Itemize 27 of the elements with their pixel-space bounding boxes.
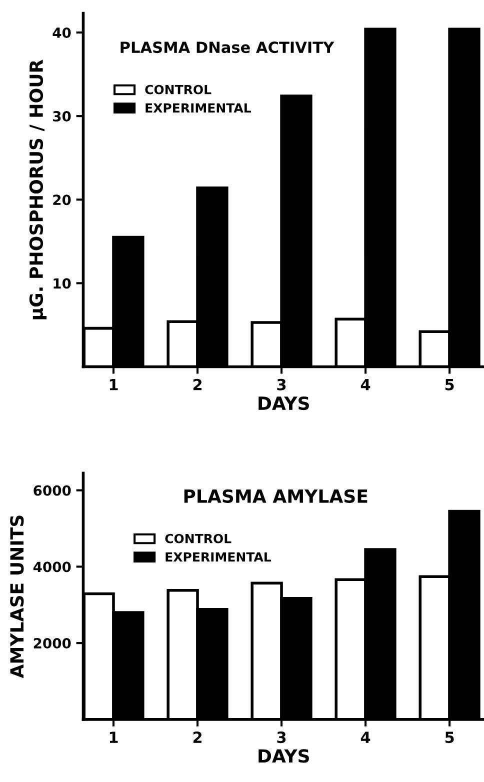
x-tick-label: 4 [360,379,370,390]
x-tick-label: 4 [360,732,370,743]
y-tick-label: 6000 [34,485,71,496]
x-tick-label: 5 [445,732,454,744]
x-tick-label: 5 [445,379,454,390]
x-axis-title: DAYS [258,749,309,763]
y-tick-label: 20 [53,194,71,206]
x-tick-label: 3 [277,378,286,390]
x-tick-label: 2 [193,378,202,390]
y-axis-title: AMYLASE UNITS [10,516,24,678]
legend-label: CONTROL [145,84,212,94]
legend-label: CONTROL [165,534,232,544]
x-tick-label: 3 [277,732,286,744]
y-tick-label: 4000 [33,562,71,572]
legend-label: EXPERIMENTAL [166,552,272,562]
x-axis-title: DAYS [258,396,309,410]
x-tick-label: 1 [110,379,118,390]
legend-label: EXPERIMENTAL [146,103,251,112]
y-tick-label: 40 [52,27,71,38]
x-tick-label: 2 [193,732,202,743]
x-tick-label: 1 [110,732,118,743]
text: PLASMA AMYLASE [184,489,368,503]
y-tick-label: 2000 [34,638,71,649]
y-axis-title: µG. PHOSPHORUS / HOUR [29,60,47,320]
y-tick-label: 30 [53,111,71,122]
text: PLASMA DNase ACTIVITY [120,42,334,54]
y-tick-label: 10 [54,278,71,289]
